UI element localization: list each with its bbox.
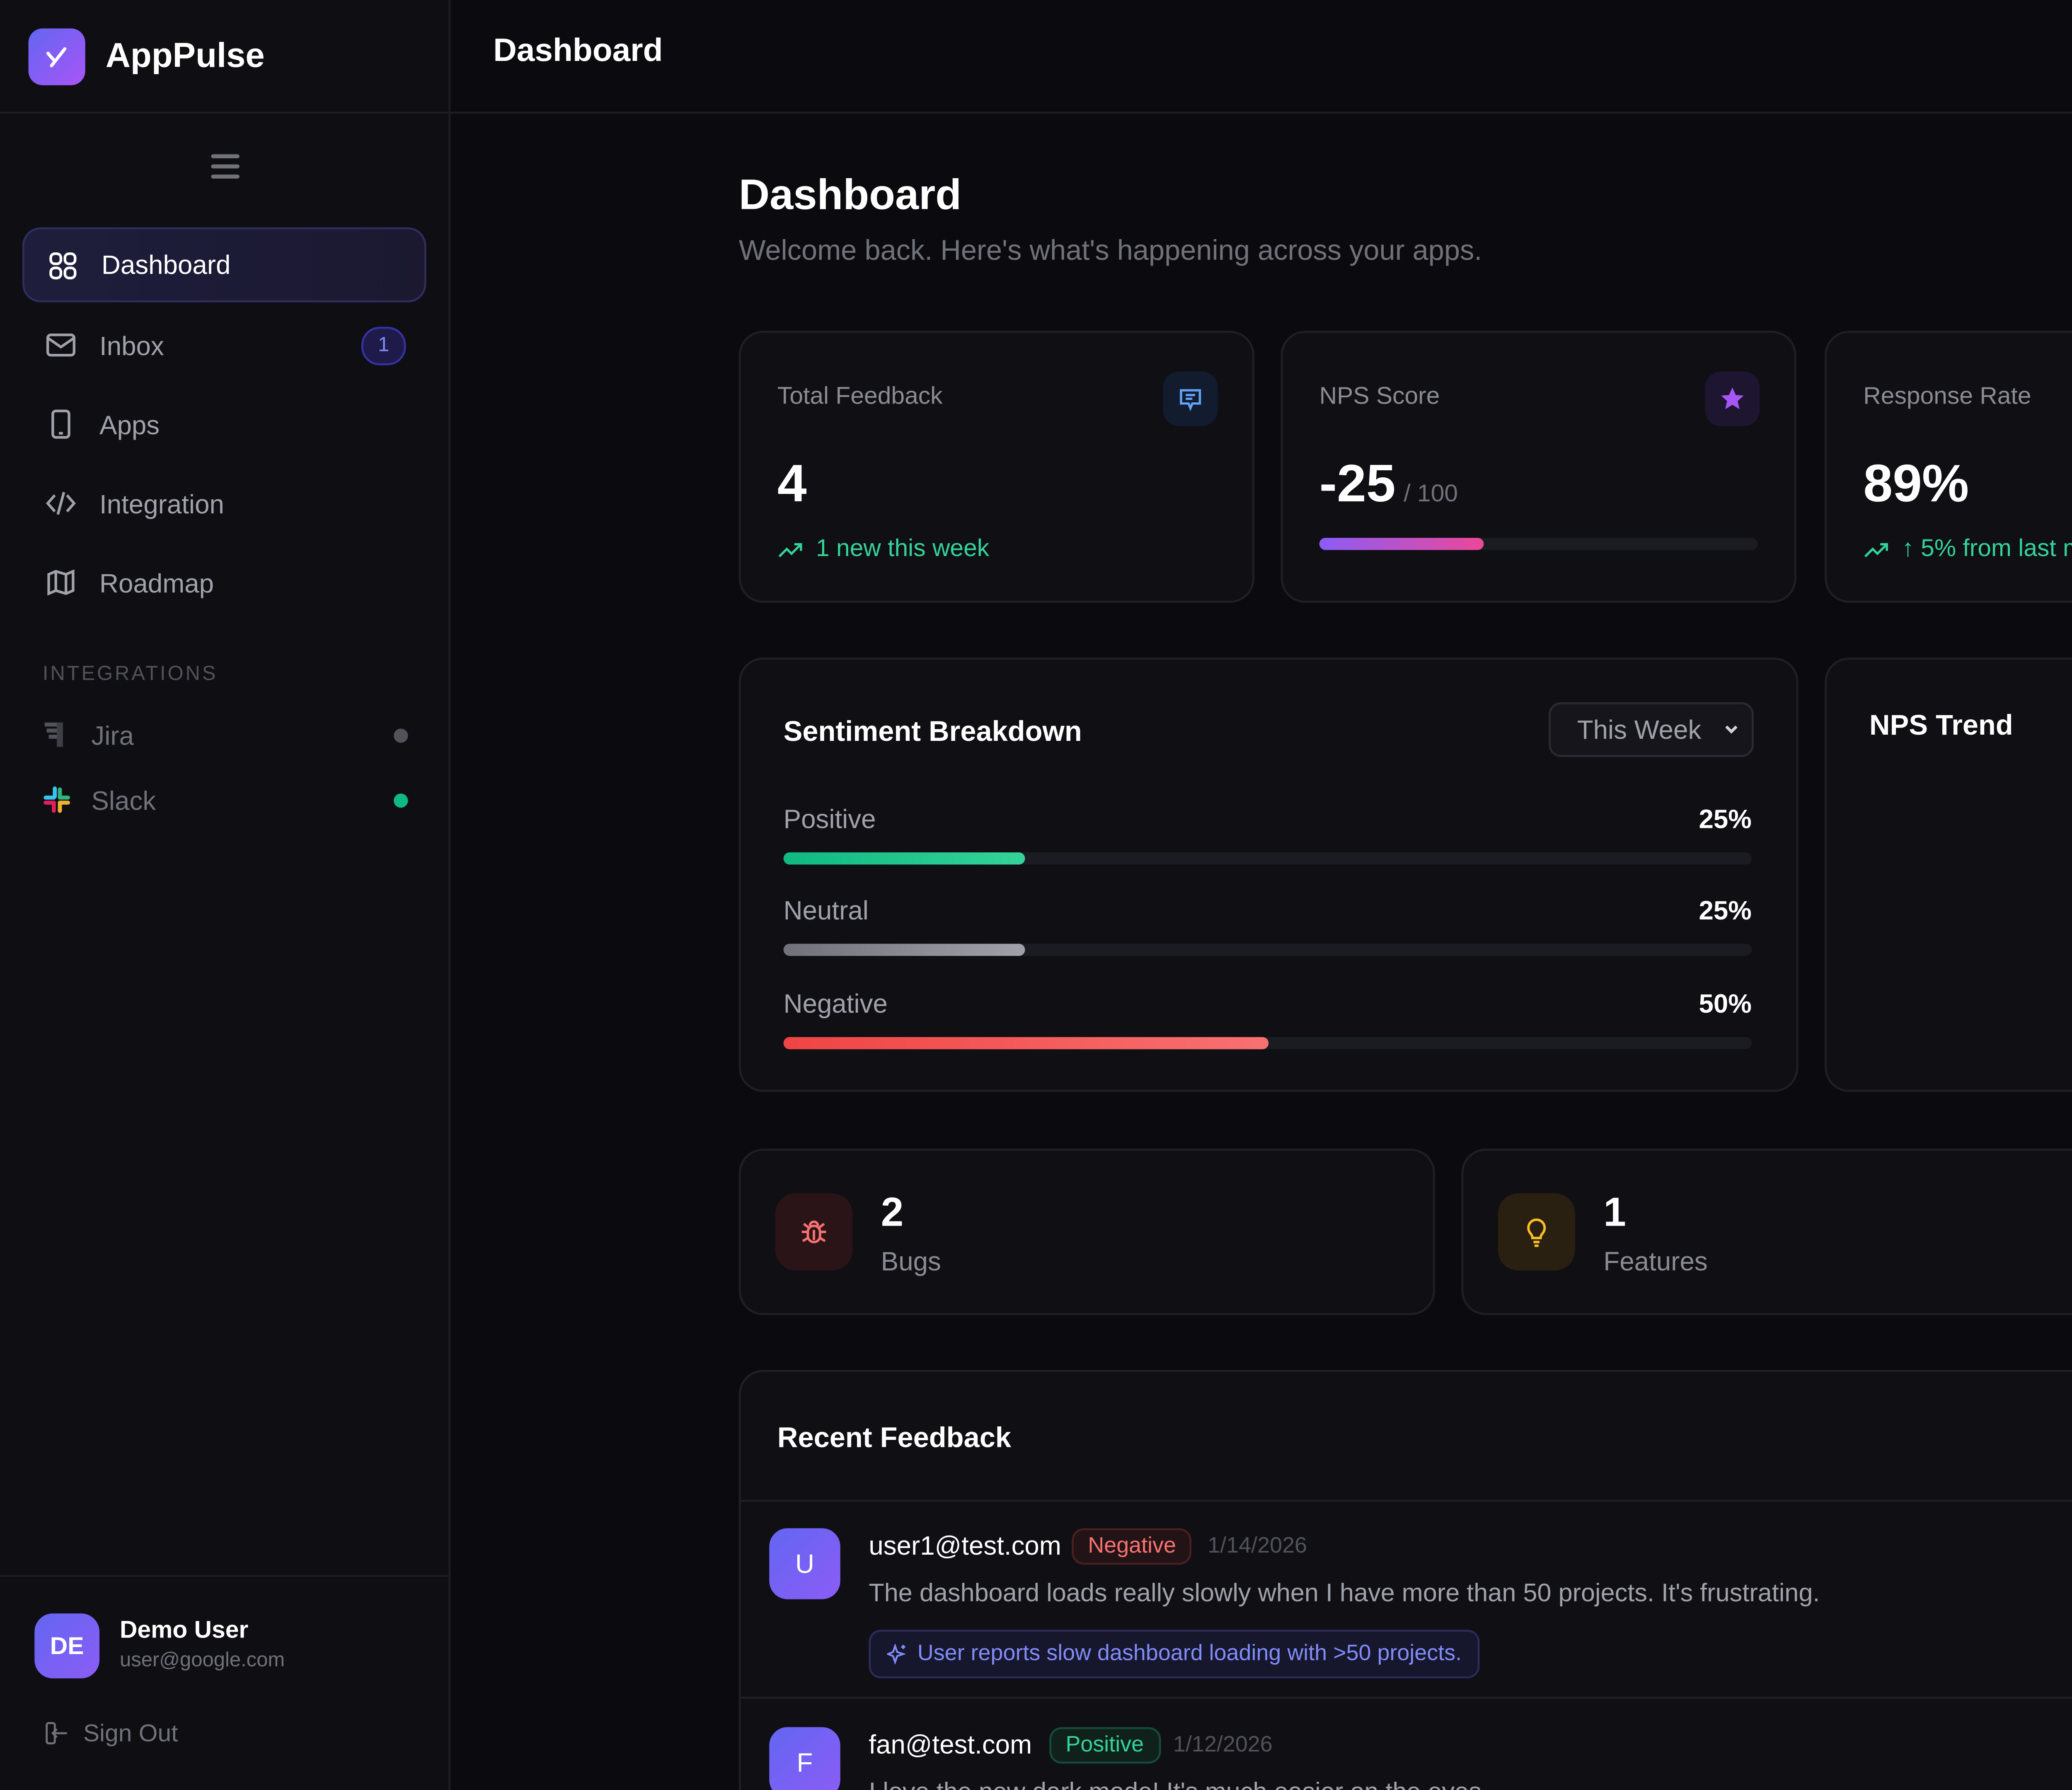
category-count: 1 [1603, 1191, 1626, 1236]
user-profile: DE Demo User user@google.com Sign Out [0, 1575, 449, 1790]
sparkles-icon [887, 1644, 906, 1664]
grid-icon [49, 251, 77, 278]
sidebar-item-inbox[interactable]: Inbox 1 [22, 308, 426, 381]
sidebar-item-apps[interactable]: Apps [22, 388, 426, 461]
lightbulb-icon [1498, 1193, 1575, 1271]
jira-icon [44, 722, 63, 747]
sidebar-nav: Dashboard Inbox 1 Apps Integration Roadm… [22, 227, 426, 625]
message-icon [1163, 371, 1218, 426]
stat-card-total-feedback: Total Feedback 4 1 new this week [738, 331, 1254, 603]
category-label: Bugs [881, 1246, 941, 1277]
integrations-section-label: INTEGRATIONS [42, 663, 218, 686]
app-logo-icon[interactable] [28, 27, 85, 85]
trending-up-icon [778, 542, 802, 556]
nps-trend-chart: 50 0 -50 Jan 7 Jan 9 Jan 12 Jan 14 [1827, 660, 2072, 1090]
log-out-icon [46, 1722, 67, 1744]
menu-toggle-icon[interactable] [211, 154, 240, 179]
top-header: Dashboard [450, 0, 2072, 114]
sidebar: AppPulse Dashboard Inbox 1 Apps Integrat… [0, 0, 451, 1790]
map-icon [47, 569, 75, 596]
integration-label: Jira [91, 719, 134, 750]
stat-value: 89% [1863, 452, 1969, 514]
feedback-text: I love the new dark mode! It's much easi… [869, 1778, 1488, 1790]
sentiment-badge: Negative [1072, 1528, 1193, 1565]
sidebar-item-label: Integration [99, 488, 224, 519]
code-icon [46, 491, 76, 515]
stat-card-nps-score: NPS Score -25/ 100 [1280, 331, 1796, 603]
category-label: Features [1603, 1246, 1708, 1277]
avatar: F [769, 1727, 840, 1790]
stat-card-response-rate: Response Rate 89% ↑ 5% from last month [1825, 331, 2072, 603]
feedback-date: 1/14/2026 [1208, 1534, 1307, 1559]
sidebar-item-label: Roadmap [99, 567, 214, 598]
feedback-item: F fan@test.com Positive 1/12/2026 I love… [741, 1699, 2072, 1790]
slack-icon [44, 786, 70, 813]
card-title: NPS Trend [1869, 708, 2013, 741]
feedback-item: U user1@test.com Negative 1/14/2026 The … [741, 1500, 2072, 1699]
sidebar-item-label: Inbox [99, 329, 164, 360]
progress-track [783, 852, 1752, 865]
header-title: Dashboard [493, 34, 663, 69]
category-card-bugs[interactable]: 2 Bugs [738, 1149, 1435, 1315]
status-dot [394, 792, 408, 807]
sentiment-badge: Positive [1049, 1727, 1160, 1764]
card-title: Recent Feedback [777, 1420, 1012, 1453]
integration-label: Slack [91, 784, 156, 815]
integration-slack[interactable]: Slack [43, 779, 408, 820]
sign-out-label: Sign Out [83, 1719, 178, 1748]
period-select[interactable]: This Week [1549, 702, 1754, 757]
card-title: Sentiment Breakdown [783, 714, 1082, 747]
stat-value: -25/ 100 [1319, 452, 1458, 514]
sentiment-breakdown-card: Sentiment Breakdown This Week Positive 2… [738, 657, 1798, 1092]
progress-track [783, 943, 1752, 956]
star-icon [1705, 371, 1760, 426]
sidebar-item-label: Apps [99, 409, 160, 440]
stat-trend: 1 new this week [777, 534, 989, 562]
integration-jira[interactable]: Jira [43, 714, 408, 755]
stat-trend: ↑ 5% from last month [1863, 534, 2072, 562]
sidebar-item-roadmap[interactable]: Roadmap [22, 546, 426, 619]
sign-out-button[interactable]: Sign Out [45, 1719, 178, 1748]
brand: AppPulse [0, 0, 449, 114]
smartphone-icon [51, 409, 70, 439]
feedback-date: 1/12/2026 [1173, 1733, 1273, 1758]
inbox-count-badge: 1 [361, 326, 406, 365]
sidebar-item-dashboard[interactable]: Dashboard [22, 227, 426, 302]
sidebar-item-integration[interactable]: Integration [22, 467, 426, 540]
app-name: AppPulse [105, 35, 265, 74]
nps-trend-card: NPS Trend Last 7 days 50 0 -50 Jan 7 [1825, 657, 2072, 1092]
stat-label: Response Rate [1863, 381, 2031, 410]
page-subtitle: Welcome back. Here's what's happening ac… [738, 233, 1482, 266]
category-count: 2 [881, 1191, 904, 1236]
ai-summary-chip[interactable]: User reports slow dashboard loading with… [869, 1630, 1480, 1679]
trending-up-icon [1864, 542, 1888, 556]
stat-label: NPS Score [1319, 381, 1440, 410]
progress-track [783, 1037, 1752, 1050]
recent-feedback-header: Recent Feedback View All [741, 1372, 2072, 1502]
feedback-text: The dashboard loads really slowly when I… [869, 1579, 1820, 1608]
chevron-down-icon [1725, 726, 1738, 734]
mail-icon [46, 333, 75, 357]
page-title: Dashboard [738, 172, 962, 219]
category-card-features[interactable]: 1 Features [1461, 1149, 2072, 1315]
recent-feedback-card: Recent Feedback View All U user1@test.co… [738, 1370, 2072, 1790]
stat-label: Total Feedback [777, 381, 943, 410]
status-dot [394, 727, 408, 742]
avatar[interactable]: DE [34, 1613, 100, 1679]
feedback-email: user1@test.com [869, 1530, 1061, 1561]
user-email: user@google.com [119, 1650, 285, 1672]
nps-progress-bar [1319, 537, 1758, 550]
user-name: Demo User [119, 1615, 249, 1644]
stat-value: 4 [777, 452, 807, 514]
avatar: U [769, 1528, 840, 1599]
bug-icon [775, 1193, 853, 1271]
sidebar-item-label: Dashboard [101, 249, 231, 280]
feedback-email: fan@test.com [869, 1729, 1032, 1760]
